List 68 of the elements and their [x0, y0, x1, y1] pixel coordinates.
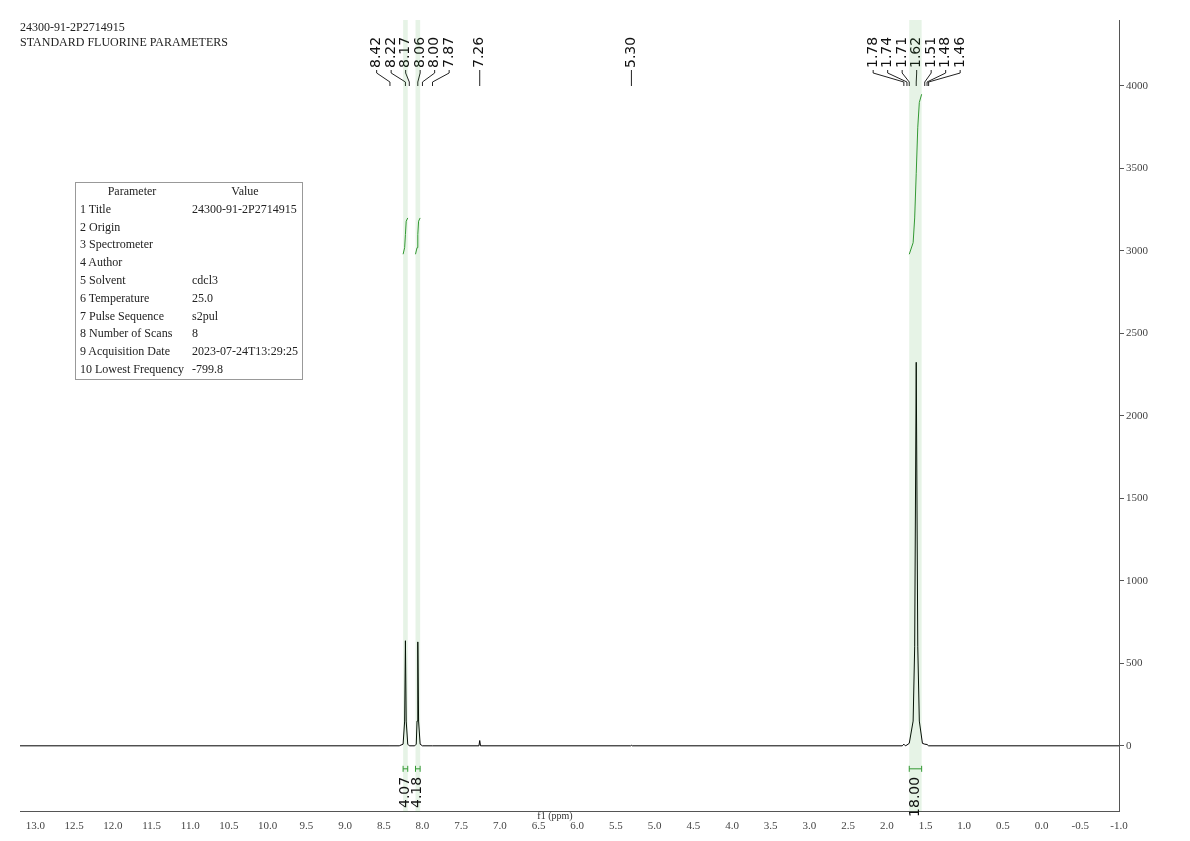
annotation: 1.74 — [878, 36, 895, 68]
x-axis-title: f1 (ppm) — [537, 810, 574, 821]
x-tick-label: 11.0 — [180, 819, 201, 832]
x-tick-label: 10.5 — [219, 819, 240, 832]
x-tick-label: 9.5 — [299, 819, 314, 832]
annotation: 8.22 — [381, 36, 398, 68]
annotation: 8.17 — [396, 36, 413, 68]
y-tick-label: 3500 — [1126, 161, 1149, 174]
x-tick-label: -0.5 — [1071, 819, 1090, 832]
x-tick-label: 7.5 — [454, 819, 469, 832]
x-tick-label: 6.5 — [531, 819, 546, 832]
x-tick-label: 5.0 — [647, 819, 663, 832]
annotation: 3 Spectrometer — [79, 236, 154, 254]
y-tick-label: 3000 — [1126, 243, 1149, 256]
x-tick-label: 4.0 — [725, 819, 740, 832]
y-tick-label: 2000 — [1126, 408, 1149, 421]
band-label: 4.18 — [408, 776, 425, 808]
annotation: 5.30 — [622, 36, 639, 68]
text: 7 Pulse Sequence s2pul — [80, 308, 218, 323]
x-tick-label: 10.0 — [258, 819, 278, 832]
text: 6 Temperature 25.0 — [80, 290, 213, 305]
text: 1 Title 24300-91-2P2714915 — [80, 201, 297, 216]
x-tick-label: 3.5 — [763, 819, 779, 832]
y-tick-label: 0 — [1126, 738, 1132, 751]
y-tick-label: 2500 — [1126, 326, 1149, 339]
annotation: 8.06 — [410, 36, 427, 68]
annotation: 1.71 — [892, 36, 909, 68]
x-tick-label: 9.0 — [338, 819, 353, 832]
x-tick-label: 1.5 — [918, 819, 933, 832]
annotation: 1.62 — [907, 36, 924, 68]
y-tick-label: 1000 — [1126, 573, 1149, 586]
x-tick-label: 3.0 — [802, 819, 817, 832]
chart-title: 24300-91-2P2714915 — [20, 20, 126, 35]
x-tick-label: 5.5 — [609, 819, 624, 832]
x-tick-label: 8.0 — [415, 819, 430, 832]
x-tick-label: 4.5 — [686, 819, 701, 832]
text: 5 Solvent cdcl3 — [80, 272, 218, 287]
x-tick-label: 0.0 — [1034, 819, 1049, 832]
x-tick-label: 13.0 — [25, 819, 46, 832]
text: 8 Number of Scans 8 — [80, 326, 198, 341]
x-tick-label: -1.0 — [1110, 819, 1129, 832]
y-tick-label: 1500 — [1126, 491, 1149, 504]
y-tick-label: 4000 — [1126, 78, 1149, 91]
text: STANDARD FLUORINE PARAMETERS — [20, 35, 228, 50]
annotation: 2 Origin — [79, 218, 122, 236]
annotation: 1.78 — [863, 36, 880, 68]
annotation: 7.87 — [439, 36, 456, 68]
annotation: 8.42 — [367, 36, 384, 68]
annotation: 4 Author — [79, 254, 124, 272]
x-tick-label: 8.5 — [376, 819, 392, 832]
annotation: 8.00 — [425, 36, 442, 68]
x-tick-label: 12.0 — [103, 819, 123, 832]
x-tick-label: 7.0 — [492, 819, 508, 832]
y-tick-label: 500 — [1126, 656, 1143, 669]
text: 9 Acquisition Date 2023-07-24T13:29:25 — [80, 344, 298, 359]
annotation: 10 Lowest Frequency -799.8 — [79, 360, 224, 378]
text: Parameter Value — [107, 184, 259, 198]
annotation: 1.51 — [921, 36, 938, 68]
x-tick-label: 12.5 — [64, 819, 85, 832]
annotation: 1.46 — [950, 36, 967, 68]
x-tick-label: 1.0 — [957, 819, 972, 832]
annotation: 1.48 — [936, 36, 953, 68]
x-tick-label: 2.5 — [841, 819, 856, 832]
x-tick-label: 2.0 — [879, 819, 895, 832]
x-tick-label: 0.5 — [996, 819, 1011, 832]
band-label: 18.00 — [906, 776, 923, 817]
annotation: 7.26 — [470, 36, 487, 68]
x-tick-label: 11.5 — [142, 819, 162, 832]
